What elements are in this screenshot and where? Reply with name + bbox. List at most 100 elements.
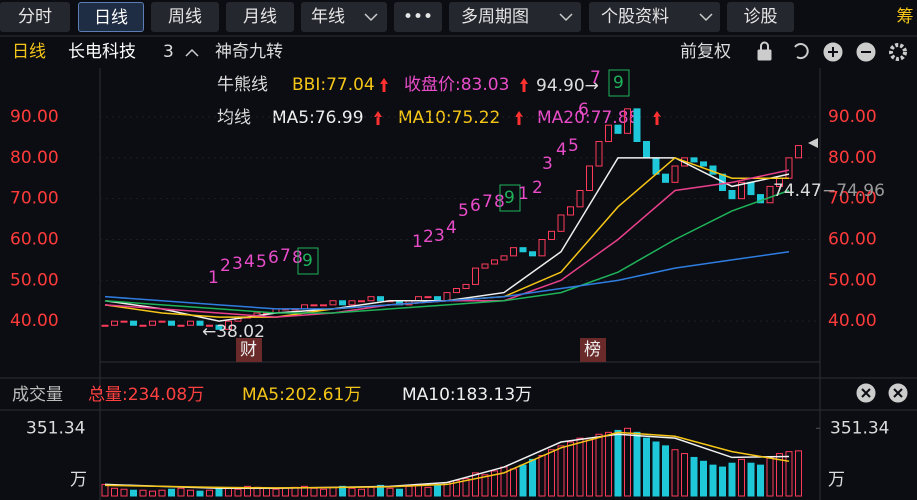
volume-bar — [586, 439, 593, 497]
annotation: ←38.02 — [202, 322, 265, 342]
adjust[interactable]: 前复权 — [680, 42, 731, 62]
volume-bar — [548, 449, 555, 497]
header-icons[interactable] — [757, 41, 908, 403]
price-pointer — [808, 138, 818, 148]
volume-ma5: MA5:202.61万 — [242, 385, 361, 405]
indicator[interactable]: 神奇九转 — [215, 42, 283, 62]
candle — [481, 263, 489, 269]
volume-bar — [263, 487, 270, 497]
volume-bar — [206, 489, 213, 497]
sequence-label: 5 — [458, 201, 469, 221]
candle — [149, 320, 156, 326]
tab[interactable]: 分时 — [0, 2, 70, 32]
tab[interactable]: ••• — [394, 2, 442, 32]
volume-bar — [225, 487, 232, 497]
candle — [225, 320, 232, 330]
legend-value: MA10:75.22 — [398, 108, 500, 128]
tab[interactable]: 年线 — [301, 2, 387, 32]
volume-bar — [168, 488, 175, 497]
tab[interactable]: 诊股 — [727, 2, 794, 32]
volume-bar — [709, 464, 717, 497]
sequence-label: 7 — [482, 192, 493, 212]
y-tick-label: 80.00 — [10, 148, 59, 168]
candle — [500, 255, 508, 261]
volume-bar — [747, 462, 755, 497]
sequence-label: 3 — [434, 226, 445, 246]
candle — [348, 300, 356, 306]
volume-bar — [310, 487, 318, 497]
candle — [130, 320, 137, 326]
candle — [424, 296, 432, 299]
ma-line — [104, 251, 790, 310]
candle — [491, 259, 498, 265]
volume-bar — [776, 453, 783, 497]
volume-bar — [481, 474, 489, 497]
volume-bar — [111, 487, 118, 497]
ma-line — [104, 431, 790, 489]
tab[interactable]: 日线 — [78, 2, 144, 32]
sequence-label: 9 — [613, 73, 624, 93]
badge — [236, 338, 262, 362]
nine-box — [499, 184, 521, 212]
tab[interactable]: 月线 — [226, 2, 294, 32]
badge-label: 榜 — [584, 340, 601, 360]
volume-bar — [643, 437, 650, 497]
volume-bar — [671, 449, 679, 497]
volume-bar — [738, 458, 745, 497]
volume-bar — [301, 485, 308, 497]
volume-bar — [510, 468, 517, 497]
y-tick-label: 351.34 — [26, 418, 85, 438]
candle — [567, 206, 574, 216]
up-arrows — [374, 78, 661, 125]
candle — [690, 157, 698, 163]
y-tick-label: 50.00 — [10, 270, 59, 290]
badge — [580, 338, 606, 362]
sequence-label: 5 — [256, 252, 267, 272]
candle — [624, 108, 631, 134]
stock[interactable]: 长电科技 — [68, 42, 136, 62]
sequence-label: 2 — [423, 227, 434, 247]
volume-bar — [624, 427, 631, 497]
sequence-label: 9 — [302, 251, 313, 271]
y-tick-label: 60.00 — [828, 230, 877, 250]
y-tick-label: 351.34 — [830, 418, 889, 438]
volume-bar — [282, 487, 289, 497]
ma-line — [104, 433, 790, 490]
candle — [662, 173, 669, 183]
legend-value: MA5:76.99 — [272, 108, 364, 128]
y-tick-label: 70.00 — [828, 189, 877, 209]
tab[interactable]: 多周期图 — [449, 2, 581, 32]
tab[interactable]: 筹 — [896, 7, 914, 27]
volume-bar — [538, 455, 546, 497]
volume-bar — [633, 431, 641, 497]
tab[interactable]: 个股资料 — [589, 2, 720, 32]
sequence-label: 1 — [208, 268, 219, 288]
candle — [443, 292, 451, 302]
candle — [453, 288, 460, 294]
volume-bar — [472, 472, 479, 497]
candle — [206, 324, 213, 327]
legend-value: BBI:77.04 — [292, 75, 375, 95]
sequence-label: 4 — [446, 218, 457, 238]
candle — [358, 300, 365, 303]
volume-bar — [576, 437, 584, 497]
chevrons — [185, 13, 713, 57]
tab[interactable]: 周线 — [151, 2, 219, 32]
volume-bar — [367, 486, 375, 497]
volume-bar — [462, 478, 470, 497]
candle — [519, 247, 527, 253]
y-tick-label: 50.00 — [828, 270, 877, 290]
candle — [310, 304, 318, 307]
volume-bar — [766, 456, 774, 497]
candle — [120, 320, 128, 323]
y-tick-label: 90.00 — [828, 107, 877, 127]
candle — [139, 324, 147, 327]
y-tick-label: 40.00 — [10, 311, 59, 331]
frame — [0, 35, 917, 500]
volume-bar — [386, 487, 394, 497]
ma-line — [104, 157, 790, 322]
candle — [196, 320, 204, 326]
volume-bar — [348, 487, 356, 497]
sequence-label: 8 — [292, 248, 303, 268]
